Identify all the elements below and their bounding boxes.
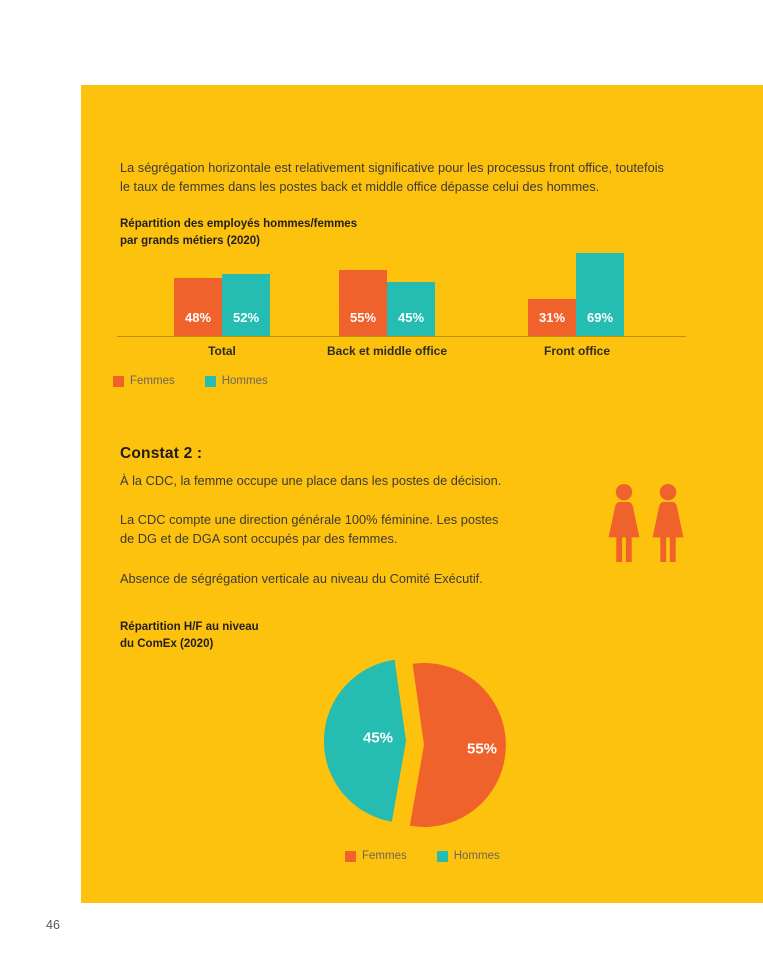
legend-swatch-hommes (436, 850, 448, 862)
legend-label: Femmes (362, 850, 407, 862)
women-pictograms (605, 484, 687, 564)
pie-chart: 55% 45% (310, 655, 520, 835)
legend-swatch-femmes (345, 850, 356, 862)
category-label: Total (208, 344, 236, 358)
page-number: 46 (46, 918, 60, 932)
category-label: Front office (544, 344, 610, 358)
constat-para3: Absence de ségrégation verticale au nive… (120, 570, 483, 586)
bar-hommes-1: 52% (222, 274, 270, 336)
legend-swatch-femmes (113, 375, 124, 387)
constat-heading: Constat 2 : (120, 445, 203, 462)
bar-hommes-3: 69% (576, 253, 624, 336)
bar-value-label: 69% (586, 310, 614, 325)
constat-section: Constat 2 : À la CDC, la femme occupe un… (120, 445, 550, 598)
bar-femmes-2: 55% (339, 270, 387, 336)
category-label: Back et middle office (326, 344, 448, 358)
bar-value-label: 31% (538, 310, 566, 325)
pie-slice-femmes (409, 663, 506, 828)
intro-paragraph: La ségrégation horizontale est relativem… (120, 159, 664, 194)
bar-chart: 48% 52% 55% 45% 31% 69% (117, 244, 686, 336)
bar-value-label: 48% (184, 310, 212, 325)
legend-label: Femmes (130, 375, 175, 387)
legend-item-hommes: Hommes (204, 375, 268, 387)
bar-femmes-3: 31% (528, 299, 576, 336)
yellow-content-card: La ségrégation horizontale est relativem… (81, 85, 763, 903)
bar-chart-axis (117, 336, 686, 337)
woman-icon (608, 484, 640, 562)
constat-para2: La CDC compte une direction générale 100… (120, 512, 499, 547)
bar-value-label: 52% (232, 310, 260, 325)
pie-slice-hommes (323, 659, 406, 822)
bar-hommes-2: 45% (387, 282, 435, 336)
bar-femmes-1: 48% (174, 278, 222, 336)
legend-label: Hommes (221, 375, 268, 387)
bar-chart-legend: Femmes Hommes (113, 375, 268, 387)
legend-item-femmes: Femmes (345, 850, 407, 862)
pie-chart-title: Répartition H/F au niveau du ComEx (2020… (120, 620, 259, 650)
constat-line1: À la CDC, la femme occupe une place dans… (120, 473, 502, 488)
bar-chart-title: Répartition des employés hommes/femmes p… (120, 217, 358, 247)
legend-item-hommes: Hommes (436, 850, 500, 862)
legend-swatch-hommes (204, 375, 216, 387)
pie-chart-legend: Femmes Hommes (345, 850, 500, 862)
pie-value-label: 55% (467, 740, 497, 757)
woman-icon (652, 484, 684, 562)
bar-value-label: 55% (349, 310, 377, 325)
pie-value-label: 45% (363, 729, 393, 746)
bar-value-label: 45% (397, 310, 425, 325)
legend-item-femmes: Femmes (113, 375, 175, 387)
legend-label: Hommes (453, 850, 500, 862)
